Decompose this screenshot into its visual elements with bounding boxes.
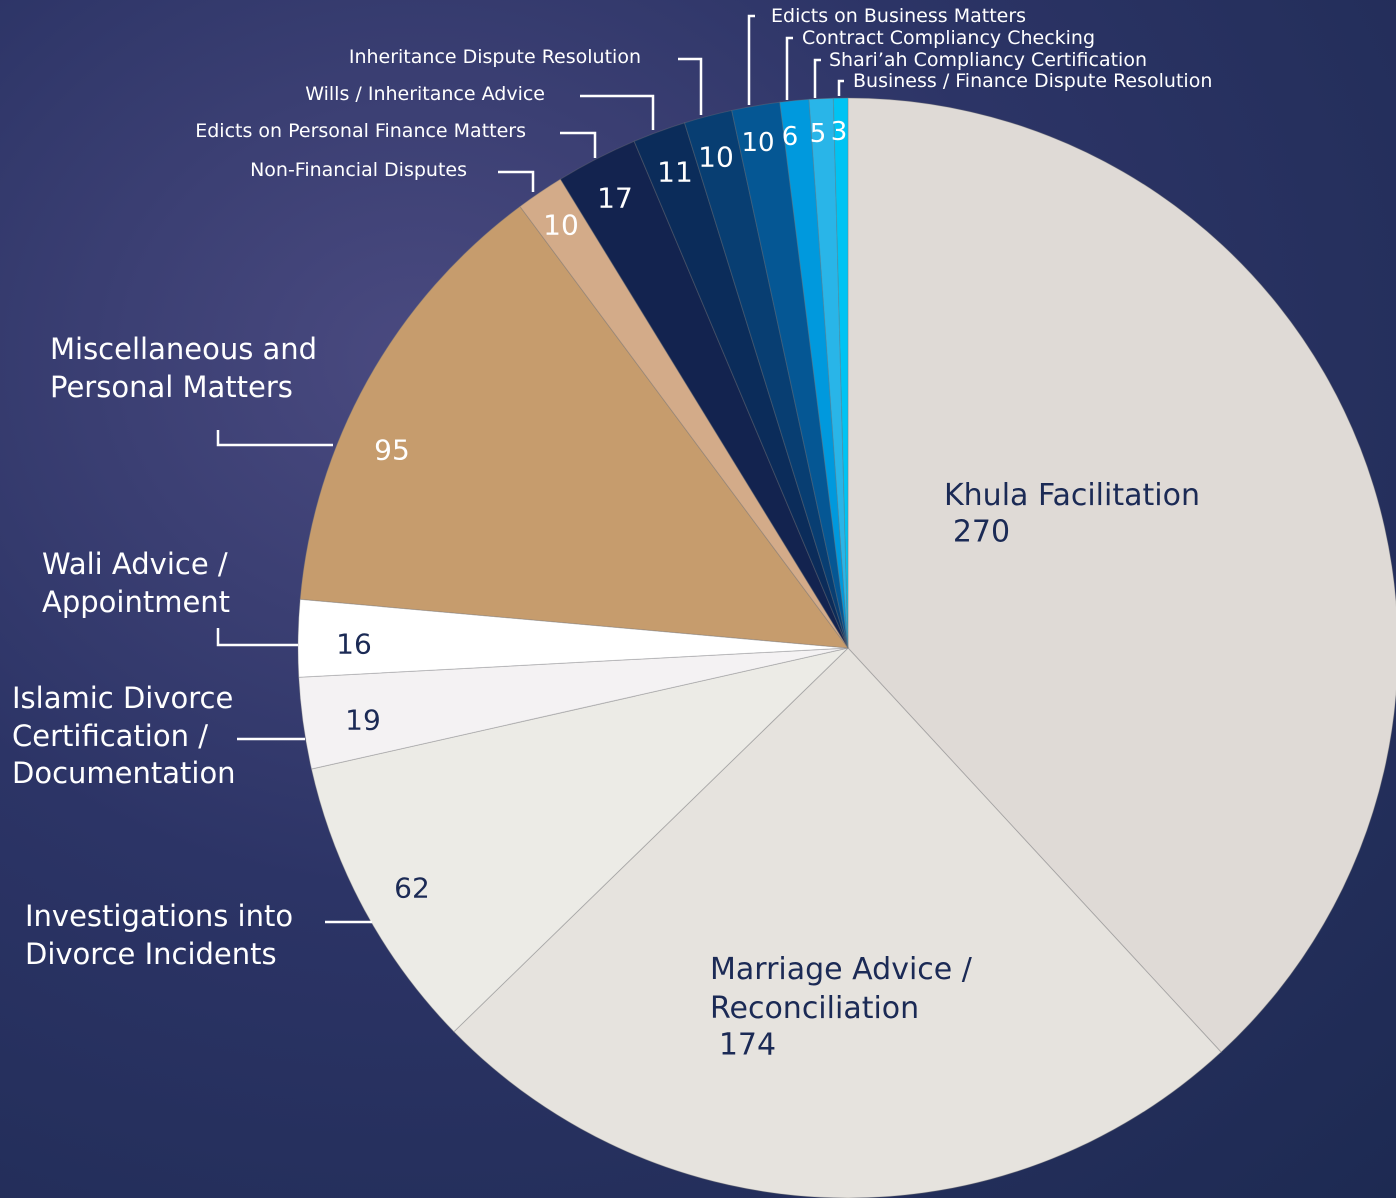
category-label: Khula Facilitation xyxy=(944,476,1244,515)
value-label: 174 xyxy=(719,1028,776,1063)
category-label: Business / Finance Dispute Resolution xyxy=(853,69,1212,94)
value-label: 11 xyxy=(657,156,693,189)
category-label: Edicts on Personal Finance Matters xyxy=(195,119,526,144)
value-label: 19 xyxy=(345,704,381,737)
value-label: 10 xyxy=(741,128,774,158)
leader-line xyxy=(218,430,333,445)
value-label: 62 xyxy=(394,872,430,905)
category-label: Non-Financial Disputes xyxy=(250,158,467,183)
leader-line xyxy=(839,81,844,96)
leader-line xyxy=(749,16,755,105)
leader-line xyxy=(580,96,653,130)
leader-line xyxy=(815,60,821,98)
value-label: 17 xyxy=(597,182,633,215)
leader-line xyxy=(678,59,701,115)
leader-line xyxy=(218,628,298,645)
value-label: 3 xyxy=(831,117,848,147)
category-label: Islamic Divorce Certification / Document… xyxy=(12,680,252,793)
page: Khula Facilitation270 Marriage Advice / R… xyxy=(0,0,1396,1198)
category-label: Marriage Advice / Reconciliation xyxy=(710,950,1010,1028)
value-label: 10 xyxy=(698,141,734,174)
value-label: 95 xyxy=(374,434,410,467)
value-label: 10 xyxy=(543,209,579,242)
value-label: 5 xyxy=(810,119,827,149)
value-label: 270 xyxy=(953,515,1010,550)
category-label: Wali Advice / Appointment xyxy=(42,546,262,621)
category-label: Investigations into Divorce Incidents xyxy=(25,898,325,973)
value-label: 16 xyxy=(336,628,372,661)
slices xyxy=(298,98,1396,1198)
category-label: Contract Compliancy Checking xyxy=(802,26,1095,51)
leader-line xyxy=(787,38,793,100)
leader-line xyxy=(560,133,595,158)
value-label: 6 xyxy=(782,122,799,152)
category-label: Edicts on Business Matters xyxy=(771,4,1026,29)
category-label: Wills / Inheritance Advice xyxy=(305,82,545,107)
category-label: Miscellaneous and Personal Matters xyxy=(50,331,350,406)
leader-line xyxy=(498,172,533,192)
category-label: Inheritance Dispute Resolution xyxy=(349,45,641,70)
